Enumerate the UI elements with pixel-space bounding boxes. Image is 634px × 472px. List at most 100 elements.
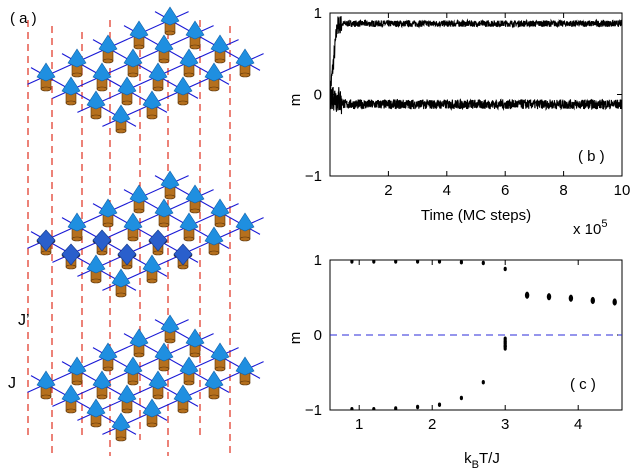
spin-up-site xyxy=(179,212,199,242)
spin-up-site xyxy=(36,370,56,400)
spin-up-site xyxy=(67,356,87,386)
spin-down-site xyxy=(36,229,56,256)
spin-up-site xyxy=(86,254,106,284)
spin-up-site xyxy=(123,212,143,242)
panel-c-ticks: 1 2 3 4 −1 0 1 xyxy=(305,252,622,433)
data-point xyxy=(394,260,398,264)
spin-up-site xyxy=(179,48,199,78)
spin-up-site xyxy=(160,314,180,344)
spin-up-site xyxy=(92,370,112,400)
spin-up-site xyxy=(210,34,230,64)
spin-down-site xyxy=(92,229,112,256)
lattice-layer-bottom xyxy=(27,314,264,442)
data-point xyxy=(590,296,595,305)
spin-up-site xyxy=(61,384,81,414)
panel-b-ytick-label: 0 xyxy=(314,87,322,104)
spin-up-site xyxy=(98,198,118,228)
spin-up-site xyxy=(185,328,205,358)
intralayer-coupling-label: J xyxy=(8,375,16,392)
spin-up-site xyxy=(210,198,230,228)
spin-up-site xyxy=(86,90,106,120)
data-point xyxy=(481,260,485,266)
panel-b-ytick-label: 1 xyxy=(314,5,322,22)
spin-up-site xyxy=(210,342,230,372)
spin-up-site xyxy=(111,104,131,134)
data-point xyxy=(350,260,354,264)
spin-up-site xyxy=(154,34,174,64)
spin-up-site xyxy=(86,398,106,428)
spin-up-site xyxy=(235,356,255,386)
spin-up-site xyxy=(154,342,174,372)
spin-up-site xyxy=(129,184,149,214)
data-point xyxy=(459,260,463,265)
data-point xyxy=(437,260,442,264)
spin-up-site xyxy=(67,48,87,78)
panel-c-xtick-label: 3 xyxy=(501,416,509,433)
data-point xyxy=(568,294,574,302)
spin-up-site xyxy=(111,268,131,298)
panel-c-xlabel: kBT/J xyxy=(464,450,500,471)
panel-c-points xyxy=(350,260,617,410)
panel-c-label: ( c ) xyxy=(570,376,596,393)
spin-up-site xyxy=(148,62,168,92)
panel-b-trace-1 xyxy=(330,16,622,105)
spin-up-site xyxy=(98,34,118,64)
panel-c-ytick-label: 1 xyxy=(314,252,322,269)
panel-c-xtick-label: 2 xyxy=(428,416,436,433)
spin-up-site xyxy=(185,20,205,50)
spin-up-site xyxy=(117,76,137,106)
spin-up-site xyxy=(235,48,255,78)
data-point xyxy=(372,407,376,410)
panel-c-magnetization-vs-temperature: 1 2 3 4 −1 0 1 ( c ) m kBT/J xyxy=(287,252,623,471)
spin-up-site xyxy=(204,226,224,256)
data-point xyxy=(459,395,463,401)
spin-up-site xyxy=(148,370,168,400)
spin-up-site xyxy=(204,62,224,92)
data-point xyxy=(612,298,617,306)
spin-up-site xyxy=(160,170,180,200)
panel-b-time-series: 2 4 6 8 10 −1 0 1 ( b ) Time (MC steps) m x 105 xyxy=(287,5,630,238)
panel-c-xtick-label: 1 xyxy=(355,416,363,433)
data-point xyxy=(503,266,507,272)
spin-up-site xyxy=(123,48,143,78)
panel-c-xtick-label: 4 xyxy=(574,416,582,433)
panel-b-ylabel: m xyxy=(287,94,304,107)
interlayer-coupling-label: J’ xyxy=(18,312,30,329)
spin-up-site xyxy=(142,90,162,120)
spin-up-site xyxy=(235,212,255,242)
data-point xyxy=(416,404,420,410)
spin-up-site xyxy=(129,328,149,358)
panel-b-xtick-label: 10 xyxy=(614,182,631,199)
panel-a-label: ( a ) xyxy=(10,10,37,27)
spin-down-site xyxy=(173,243,193,270)
spin-up-site xyxy=(204,370,224,400)
data-point xyxy=(416,260,420,264)
spin-up-site xyxy=(185,184,205,214)
spin-up-site xyxy=(36,62,56,92)
spin-up-site xyxy=(154,198,174,228)
spin-up-site xyxy=(173,384,193,414)
panel-b-traces xyxy=(330,16,622,115)
spin-up-site xyxy=(111,412,131,442)
panel-b-xtick-label: 4 xyxy=(443,182,451,199)
lattice-layer-top xyxy=(27,6,264,134)
panel-b-xtick-label: 6 xyxy=(501,182,509,199)
panel-b-label: ( b ) xyxy=(578,148,605,165)
panel-b-xlabel: Time (MC steps) xyxy=(421,207,531,224)
data-point xyxy=(546,293,552,301)
panel-a-lattice: ( a ) J’ J xyxy=(8,6,264,456)
panel-c-ytick-label: −1 xyxy=(305,402,322,419)
spin-up-site xyxy=(179,356,199,386)
spin-up-site xyxy=(142,398,162,428)
spin-down-site xyxy=(148,229,168,256)
panel-b-multiplier: x 105 xyxy=(573,218,607,238)
panel-b-ticks: 2 4 6 8 10 −1 0 1 xyxy=(305,5,630,199)
spin-down-site xyxy=(117,243,137,270)
spin-up-site xyxy=(173,76,193,106)
data-point xyxy=(437,402,442,407)
spin-down-site xyxy=(61,243,81,270)
data-point xyxy=(481,380,485,385)
spin-up-site xyxy=(98,342,118,372)
panel-b-trace-2 xyxy=(330,80,622,115)
